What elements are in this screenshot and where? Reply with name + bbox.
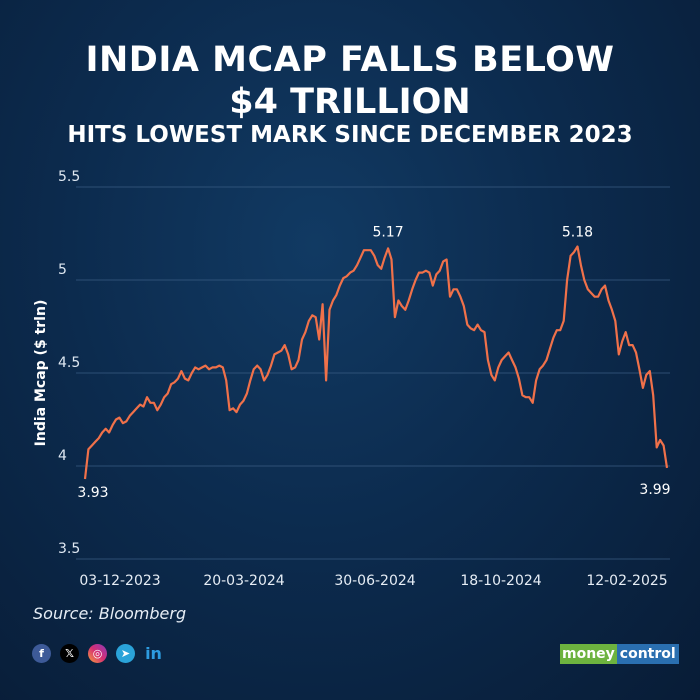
x-tick-label: 18-10-2024 xyxy=(460,573,541,589)
x-tick-label: 12-02-2025 xyxy=(586,573,667,589)
linkedin-icon[interactable]: in xyxy=(145,644,162,663)
social-links: f 𝕏 ◎ ➤ in xyxy=(32,644,163,663)
y-tick-label: 3.5 xyxy=(58,541,80,557)
y-axis-label: India Mcap ($ trln) xyxy=(33,300,49,447)
chart-title-line2: $4 TRILLION xyxy=(229,82,471,122)
chart-subtitle: HITS LOWEST MARK SINCE DECEMBER 2023 xyxy=(67,122,633,148)
chart-title: INDIA MCAP FALLS BELOW xyxy=(85,40,615,80)
data-label: 5.18 xyxy=(562,225,593,241)
data-label: 5.17 xyxy=(372,224,403,240)
logo-part-money: money xyxy=(560,644,617,664)
data-label: 3.99 xyxy=(639,482,670,498)
y-tick-label: 5 xyxy=(58,262,67,278)
data-line xyxy=(83,245,669,480)
y-tick-label: 4 xyxy=(58,448,67,464)
moneycontrol-logo: money control xyxy=(560,644,679,664)
data-label: 3.93 xyxy=(77,485,108,501)
source-note: Source: Bloomberg xyxy=(33,604,187,623)
x-tick-label: 03-12-2023 xyxy=(79,573,160,589)
telegram-icon[interactable]: ➤ xyxy=(116,644,135,663)
instagram-icon[interactable]: ◎ xyxy=(88,644,107,663)
x-tick-label: 30-06-2024 xyxy=(334,573,415,589)
logo-part-control: control xyxy=(616,644,679,664)
facebook-icon[interactable]: f xyxy=(32,644,51,663)
y-tick-label: 5.5 xyxy=(58,169,80,185)
x-icon[interactable]: 𝕏 xyxy=(60,644,79,663)
x-tick-label: 20-03-2024 xyxy=(203,573,284,589)
y-tick-label: 4.5 xyxy=(58,355,80,371)
